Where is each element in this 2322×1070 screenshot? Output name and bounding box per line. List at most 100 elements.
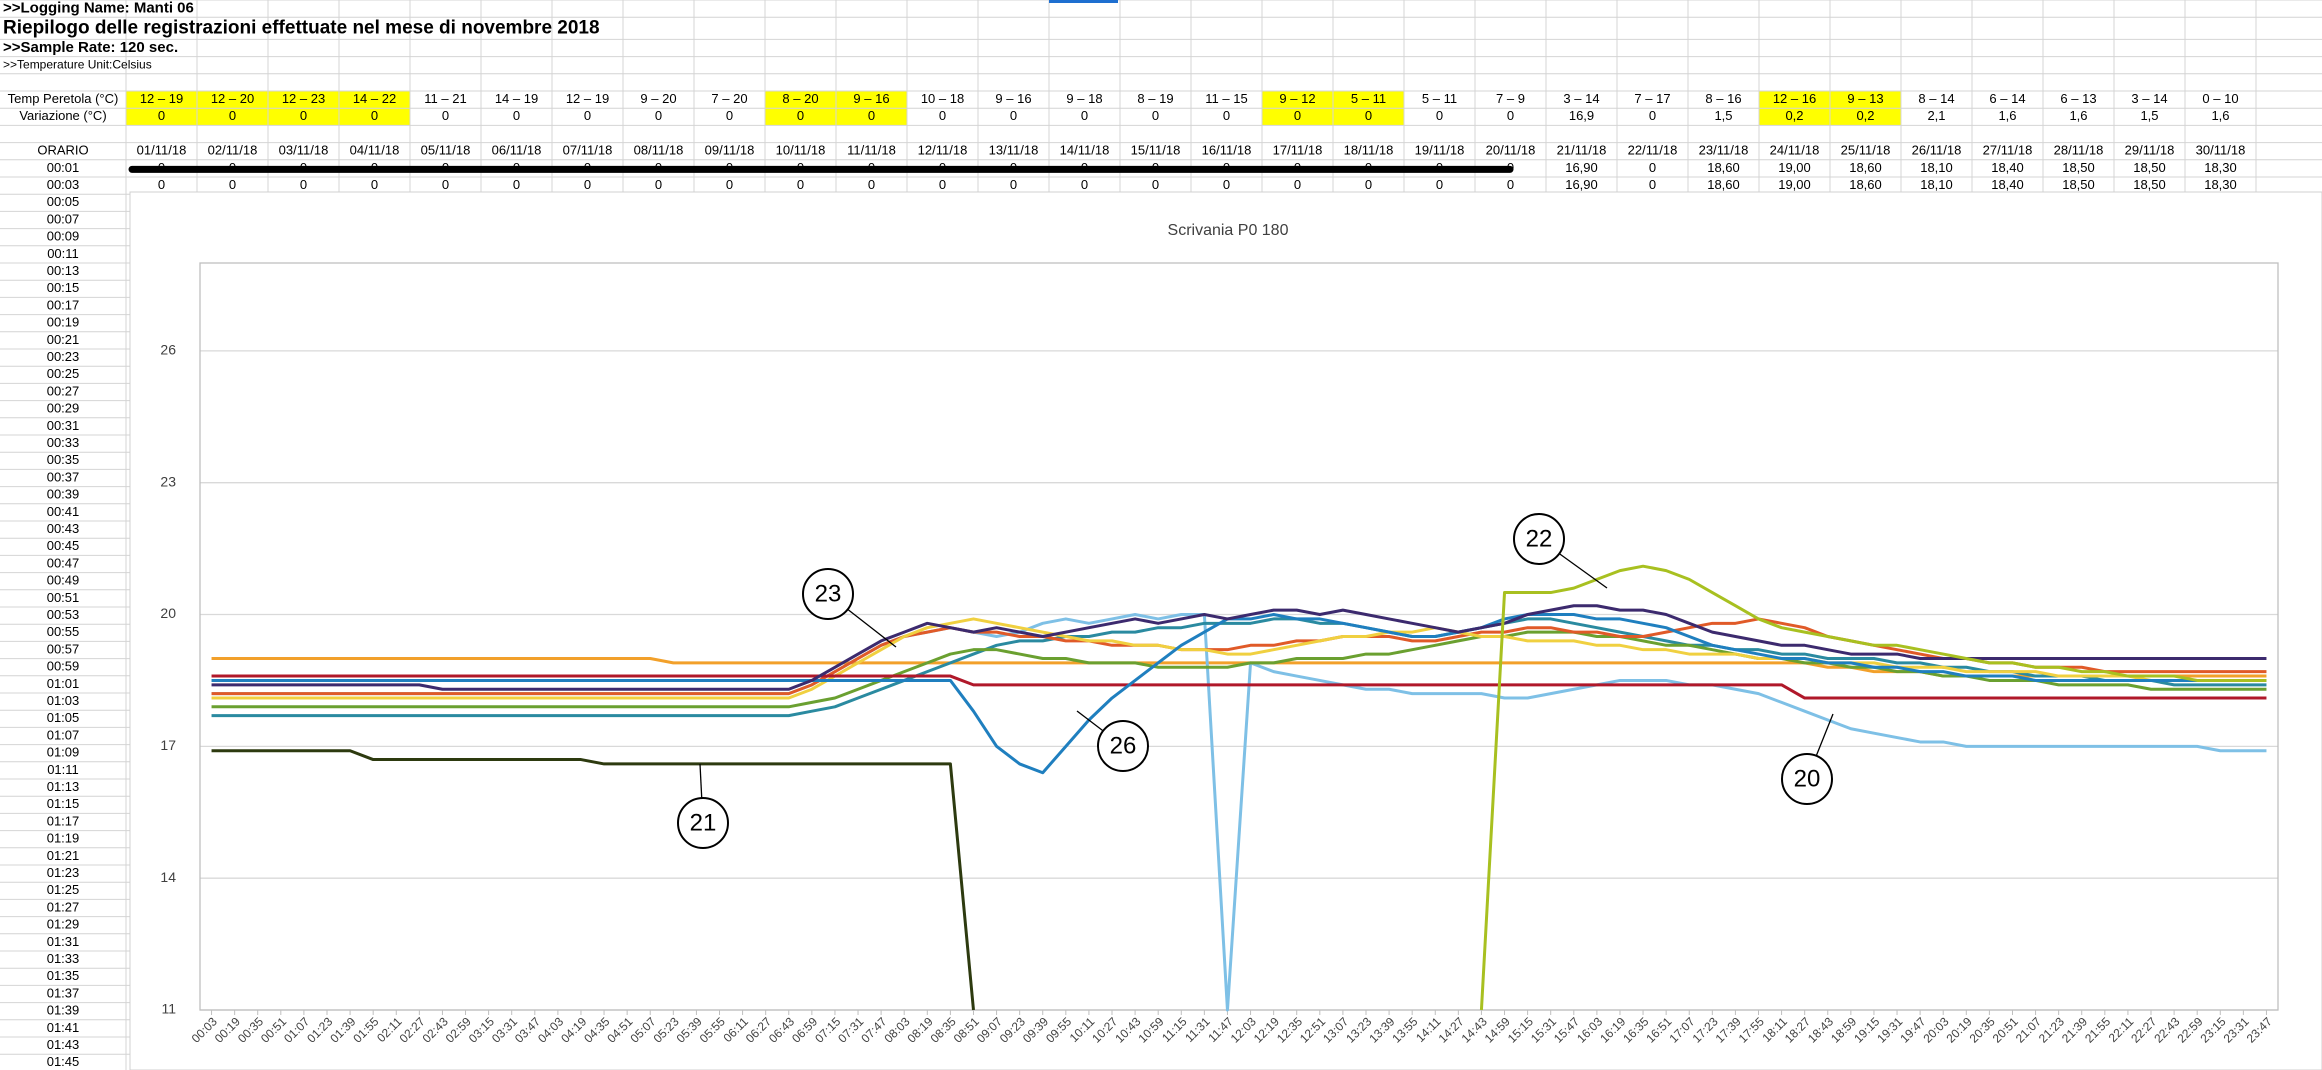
variation: 1,6 (2069, 108, 2087, 123)
reading: 0 (868, 177, 875, 192)
series-line (211, 617, 2267, 718)
series-line (211, 674, 2267, 700)
y-tick-label: 20 (160, 605, 176, 621)
time-label: 00:29 (47, 401, 80, 416)
time-label: 01:05 (47, 710, 80, 725)
time-label: 01:01 (47, 676, 80, 691)
highlight-cell (1759, 91, 1830, 109)
temp-range: 12 – 19 (140, 91, 183, 106)
time-label: 00:21 (47, 332, 80, 347)
temp-range: 9 – 13 (1847, 91, 1883, 106)
series-line (1479, 564, 2267, 1011)
date-header: 21/11/18 (1557, 143, 1607, 158)
date-header: 24/11/18 (1770, 143, 1820, 158)
time-label: 01:23 (47, 865, 80, 880)
variation: 0 (1152, 108, 1159, 123)
reading: 0 (726, 177, 733, 192)
variation: 0 (229, 108, 236, 123)
reading: 18,50 (2062, 160, 2095, 175)
reading: 0 (442, 177, 449, 192)
time-label: 01:19 (47, 831, 80, 846)
temp-range: 7 – 9 (1496, 91, 1525, 106)
reading: 19,00 (1778, 160, 1811, 175)
reading: 0 (797, 177, 804, 192)
reading: 18,40 (1991, 177, 2024, 192)
variation: 0 (300, 108, 307, 123)
variation: 0 (1081, 108, 1088, 123)
highlight-cell (339, 108, 410, 126)
reading: 18,50 (2133, 160, 2166, 175)
time-label: 01:37 (47, 985, 80, 1000)
time-label: 00:53 (47, 607, 80, 622)
row-label: Temp Peretola (°C) (8, 91, 119, 106)
reading: 18,60 (1849, 160, 1882, 175)
reading: 0 (1081, 177, 1088, 192)
highlight-cell (268, 108, 339, 126)
variation: 0 (1010, 108, 1017, 123)
reading: 16,90 (1565, 160, 1598, 175)
date-header: 27/11/18 (1983, 143, 2033, 158)
date-header: 30/11/18 (2196, 143, 2246, 158)
time-label: 01:25 (47, 882, 80, 897)
time-label: 00:05 (47, 194, 80, 209)
temp-range: 8 – 14 (1918, 91, 1954, 106)
highlight-cell (1333, 91, 1404, 109)
reading: 18,10 (1920, 177, 1953, 192)
time-label: 00:01 (47, 160, 80, 175)
reading: 0 (1507, 177, 1514, 192)
callout-circle (1513, 513, 1565, 565)
temp-range: 6 – 13 (2060, 91, 2096, 106)
date-header: 07/11/18 (563, 143, 613, 158)
time-label: 01:31 (47, 934, 80, 949)
reading: 0 (371, 177, 378, 192)
time-label: 01:11 (47, 762, 79, 777)
highlight-cell (268, 91, 339, 109)
date-header: 20/11/18 (1486, 143, 1536, 158)
time-label: 01:27 (47, 899, 80, 914)
variation: 0 (655, 108, 662, 123)
time-label: 00:57 (47, 641, 80, 656)
time-label: 01:33 (47, 951, 80, 966)
time-label: 00:31 (47, 418, 80, 433)
temp-range: 8 – 19 (1137, 91, 1173, 106)
variation: 1,5 (2140, 108, 2158, 123)
variation: 0 (513, 108, 520, 123)
highlight-cell (765, 108, 836, 126)
reading: 0 (1649, 177, 1656, 192)
time-label: 00:13 (47, 263, 80, 278)
date-header: 17/11/18 (1273, 143, 1323, 158)
reading: 0 (513, 177, 520, 192)
reading: 18,10 (1920, 160, 1953, 175)
chart: Scrivania P0 180 11141720232600:0300:190… (129, 191, 2322, 1070)
time-label: 01:03 (47, 693, 80, 708)
highlight-cell (126, 91, 197, 109)
reading: 0 (1294, 177, 1301, 192)
reading: 0 (584, 177, 591, 192)
date-header: 10/11/18 (776, 143, 826, 158)
highlight-cell (126, 108, 197, 126)
reading: 0 (1365, 177, 1372, 192)
callout-label: 23 (815, 580, 842, 607)
temp-range: 14 – 22 (353, 91, 396, 106)
temp-range: 9 – 12 (1279, 91, 1315, 106)
temp-range: 12 – 23 (282, 91, 325, 106)
sample-rate: >>Sample Rate: 120 sec. (3, 39, 178, 56)
time-label: 01:17 (47, 813, 80, 828)
time-label: 01:45 (47, 1054, 80, 1069)
date-header: 23/11/18 (1699, 143, 1749, 158)
date-header: 04/11/18 (350, 143, 400, 158)
temp-range: 12 – 20 (211, 91, 254, 106)
variation: 2,1 (1927, 108, 1945, 123)
highlight-cell (1830, 108, 1901, 126)
reading: 19,00 (1778, 177, 1811, 192)
variation: 0 (939, 108, 946, 123)
time-label: 00:03 (47, 177, 80, 192)
time-label: 00:47 (47, 555, 80, 570)
callout-leader (1815, 713, 1834, 757)
reading: 0 (300, 177, 307, 192)
reading: 0 (229, 177, 236, 192)
temp-range: 11 – 21 (424, 91, 466, 106)
variation: 0 (726, 108, 733, 123)
date-header: 01/11/18 (137, 143, 187, 158)
date-header: 09/11/18 (705, 143, 755, 158)
